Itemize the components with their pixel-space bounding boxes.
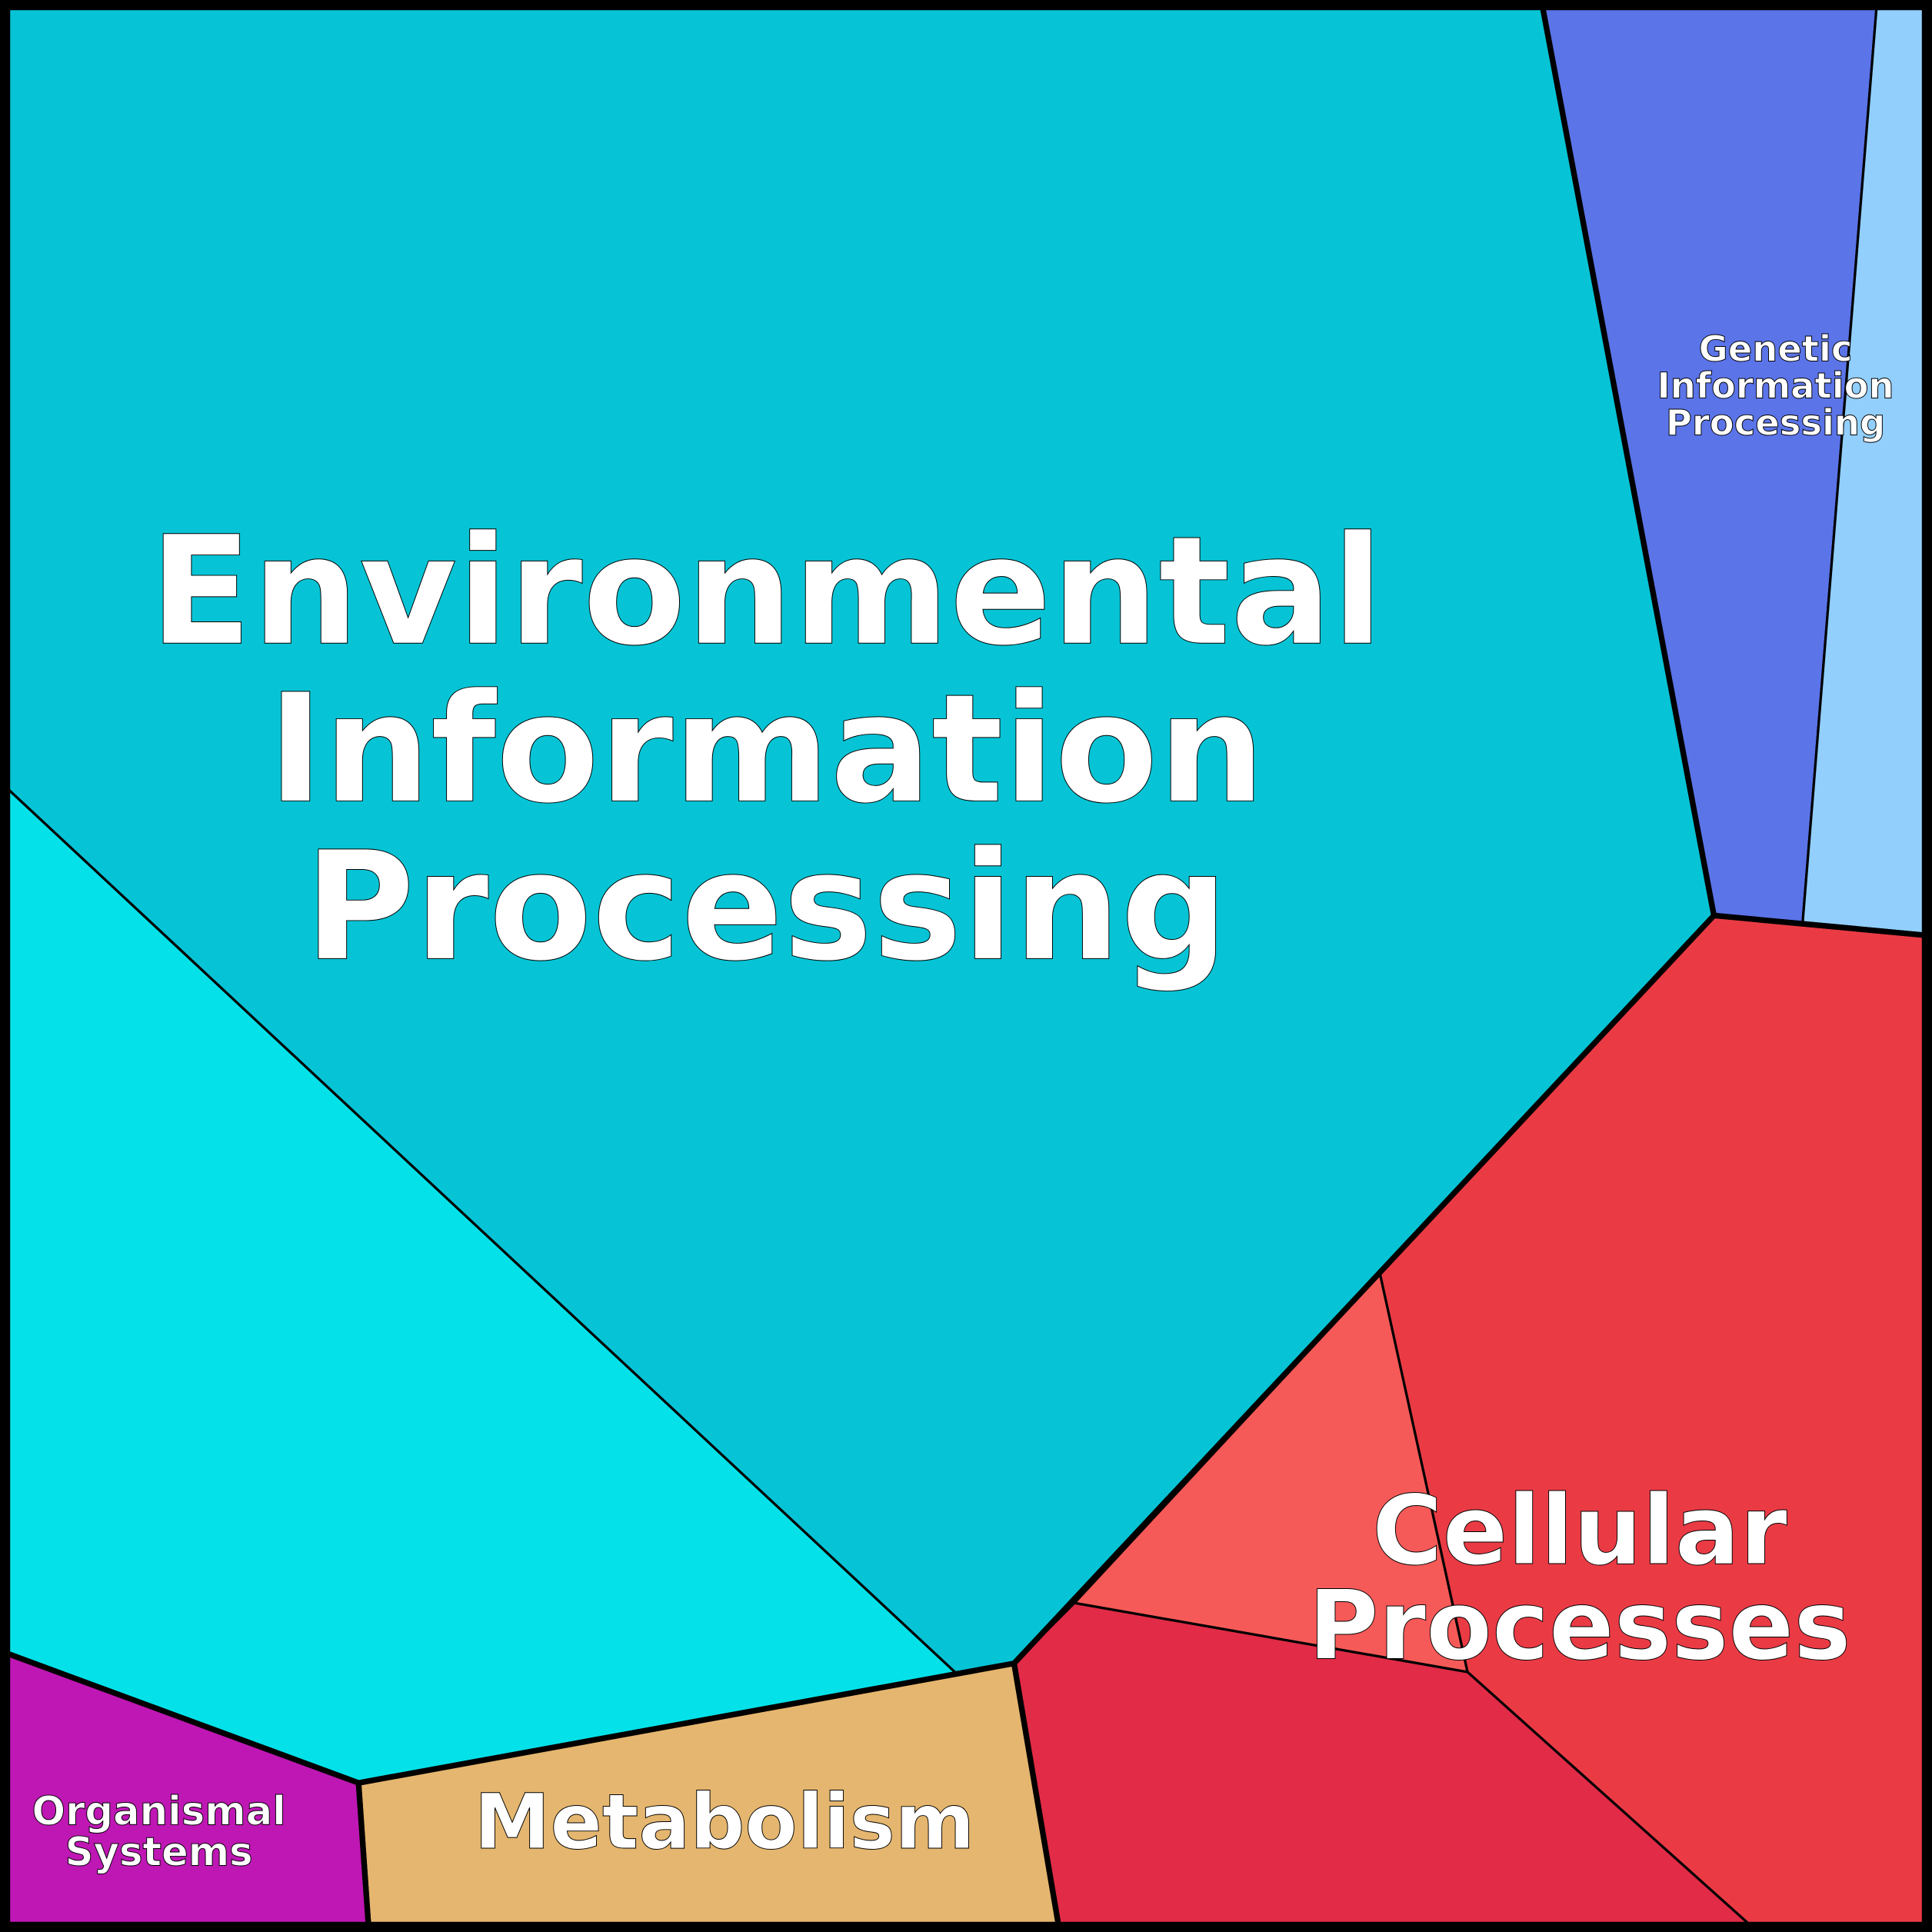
label-line: Environmental (149, 505, 1383, 679)
label-cellular: Cellular Processes (1308, 1475, 1852, 1682)
label-line: Information (268, 662, 1265, 837)
label-metabolism: Metabolism (474, 1778, 975, 1867)
label-line: Processes (1308, 1570, 1851, 1681)
label-line: Systems (65, 1829, 253, 1875)
label-line: Processing (305, 820, 1228, 994)
label-organismal: Organismal Systems (32, 1788, 286, 1876)
label-line: Information (1657, 365, 1894, 406)
label-line: Metabolism (475, 1778, 975, 1867)
label-line: Genetic (1699, 328, 1853, 369)
label-environmental: Environmental Information Processing (149, 505, 1384, 995)
label-line: Processing (1666, 402, 1885, 444)
label-line: Organismal (32, 1789, 286, 1835)
label-genetic: Genetic Information Processing (1657, 328, 1894, 444)
label-line: Cellular (1372, 1475, 1787, 1587)
